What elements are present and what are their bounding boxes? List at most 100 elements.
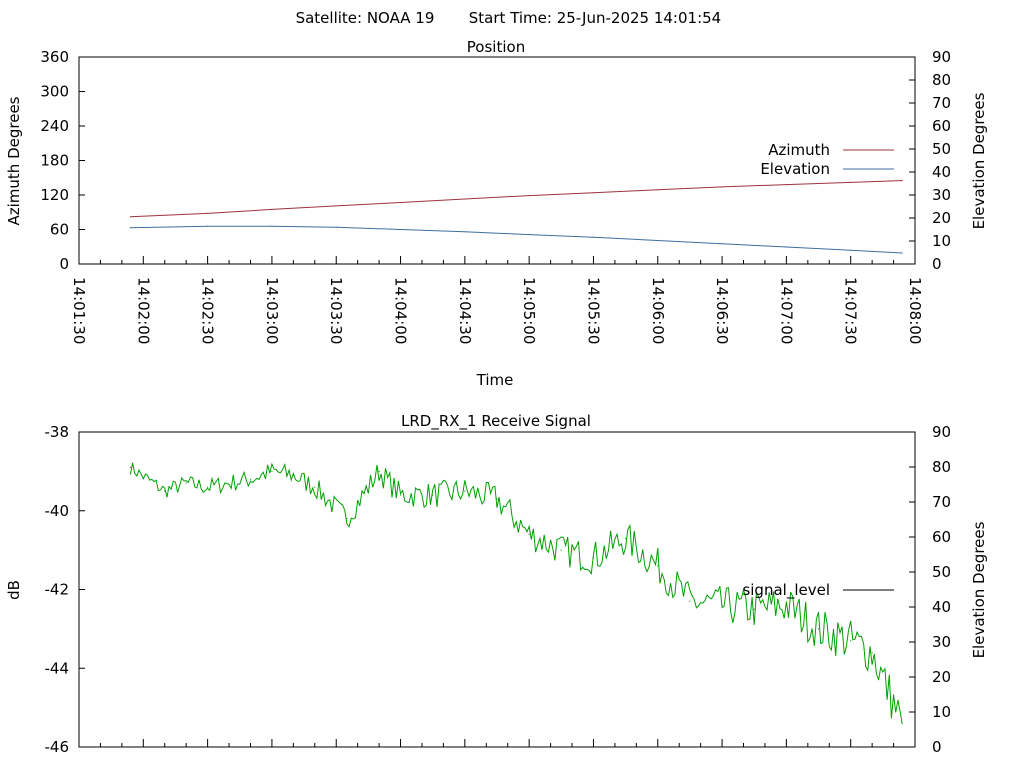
legend-label-0: Azimuth bbox=[768, 141, 830, 159]
position-xtick-label: 14:05:30 bbox=[584, 277, 602, 344]
signal-ylabel: dB bbox=[5, 580, 23, 600]
signal-y2tick-label: 10 bbox=[932, 703, 951, 721]
signal-anchor-point bbox=[817, 628, 820, 630]
position-point bbox=[464, 231, 466, 233]
position-ytick-label: 0 bbox=[59, 255, 69, 273]
signal-y2tick-label: 30 bbox=[932, 633, 951, 651]
position-point bbox=[850, 181, 852, 183]
position-ylabel: Azimuth Degrees bbox=[5, 96, 23, 225]
position-xtick-label: 14:02:30 bbox=[199, 277, 217, 344]
signal-anchor-point bbox=[271, 470, 273, 472]
signal-y2tick-label: 80 bbox=[932, 458, 951, 476]
signal-title: LRD_RX_1 Receive Signal bbox=[401, 412, 591, 431]
position-point bbox=[850, 249, 852, 251]
signal-ytick-label: -40 bbox=[45, 502, 70, 520]
position-axes: 0 60 120 180 240 300 360 0 10 20 30 40 50 60 70 80 90 14:… bbox=[40, 48, 951, 344]
position-point bbox=[721, 243, 723, 245]
signal-anchor-point bbox=[560, 549, 562, 551]
position-point bbox=[207, 225, 209, 227]
signal-anchor-point bbox=[625, 537, 627, 539]
position-point bbox=[129, 227, 132, 229]
position-point bbox=[271, 208, 273, 210]
signal-y2tick-label: 0 bbox=[932, 738, 942, 756]
position-xlabel: Time bbox=[476, 371, 514, 389]
signal-ytick-label: -46 bbox=[45, 738, 70, 756]
position-xtick-label: 14:08:00 bbox=[906, 277, 924, 344]
signal-y2tick-label: 40 bbox=[932, 598, 951, 616]
legend-label-1: Elevation bbox=[760, 160, 830, 178]
signal-anchor-point bbox=[399, 494, 402, 496]
position-y2tick-label: 90 bbox=[932, 48, 951, 66]
signal-anchor-point bbox=[464, 490, 466, 492]
position-point bbox=[901, 252, 903, 254]
position-point bbox=[901, 180, 903, 182]
position-xtick-label: 14:05:00 bbox=[520, 277, 538, 344]
position-xtick-label: 14:02:00 bbox=[134, 277, 152, 344]
satellite-label: Satellite: NOAA 19 bbox=[296, 9, 435, 27]
position-ytick-label: 300 bbox=[40, 83, 69, 101]
signal-legend-label: signal_level bbox=[742, 581, 830, 600]
position-y2tick-label: 60 bbox=[932, 117, 951, 135]
position-point bbox=[399, 201, 402, 204]
position-y2tick-label: 10 bbox=[932, 232, 951, 250]
position-ytick-label: 360 bbox=[40, 48, 69, 66]
position-point bbox=[721, 186, 723, 188]
signal-anchor-point bbox=[249, 478, 252, 480]
signal-y2tick-label: 20 bbox=[932, 668, 951, 686]
signal-y2tick-label: 90 bbox=[932, 423, 951, 441]
position-y2tick-label: 30 bbox=[932, 186, 951, 204]
signal-ytick-label: -38 bbox=[45, 423, 70, 441]
position-point bbox=[271, 225, 273, 227]
position-y2tick-label: 40 bbox=[932, 163, 951, 181]
position-series-line-0 bbox=[130, 180, 903, 218]
position-point bbox=[785, 246, 787, 248]
position-xtick-label: 14:04:30 bbox=[456, 277, 474, 344]
signal-series bbox=[129, 462, 903, 724]
position-point bbox=[335, 226, 337, 228]
position-point bbox=[528, 233, 530, 236]
position-xtick-label: 14:06:00 bbox=[649, 277, 667, 344]
position-point bbox=[657, 239, 659, 242]
position-point bbox=[129, 216, 132, 218]
position-point bbox=[207, 212, 209, 214]
position-y2tick-label: 70 bbox=[932, 94, 951, 112]
position-y2tick-label: 50 bbox=[932, 140, 951, 158]
position-series bbox=[129, 180, 903, 254]
position-xtick-label: 14:07:30 bbox=[842, 277, 860, 344]
signal-ytick-label: -42 bbox=[45, 581, 70, 599]
position-xtick-label: 14:07:00 bbox=[777, 277, 795, 344]
position-y2tick-label: 80 bbox=[932, 71, 951, 89]
position-plot: Position Time Azimuth Degrees Elevation … bbox=[5, 38, 988, 389]
signal-anchor-point bbox=[129, 466, 132, 469]
signal-anchor-point bbox=[496, 498, 498, 500]
position-series-line-1 bbox=[130, 225, 903, 254]
position-point bbox=[335, 205, 337, 207]
signal-anchor-point bbox=[292, 474, 294, 476]
signal-anchor-point bbox=[850, 640, 852, 642]
position-point bbox=[657, 189, 659, 191]
position-ytick-label: 180 bbox=[40, 152, 69, 170]
position-xtick-label: 14:01:30 bbox=[70, 277, 88, 344]
signal-anchor-point bbox=[871, 651, 873, 654]
position-xtick-label: 14:06:30 bbox=[713, 277, 731, 344]
position-point bbox=[528, 194, 530, 197]
start-time-label: Start Time: 25-Jun-2025 14:01:54 bbox=[469, 9, 721, 27]
signal-y2tick-label: 60 bbox=[932, 528, 951, 546]
signal-anchor-point bbox=[592, 557, 595, 559]
signal-anchor-point bbox=[753, 608, 755, 610]
signal-anchor-point bbox=[164, 490, 166, 492]
signal-anchor-point bbox=[785, 604, 787, 606]
signal-y2tick-label: 70 bbox=[932, 493, 951, 511]
signal-anchor-point bbox=[901, 722, 903, 724]
signal-anchor-point bbox=[528, 533, 530, 535]
signal-ytick-label: -44 bbox=[45, 659, 70, 677]
position-ytick-label: 240 bbox=[40, 117, 69, 135]
position-ytick-label: 120 bbox=[40, 186, 69, 204]
signal-anchor-point bbox=[432, 494, 434, 496]
position-y2tick-label: 0 bbox=[932, 255, 942, 273]
signal-anchor-point bbox=[378, 470, 380, 472]
position-xtick-label: 14:03:30 bbox=[327, 277, 345, 344]
signal-legend: signal_level bbox=[742, 581, 894, 600]
position-y2tick-label: 20 bbox=[932, 209, 951, 227]
